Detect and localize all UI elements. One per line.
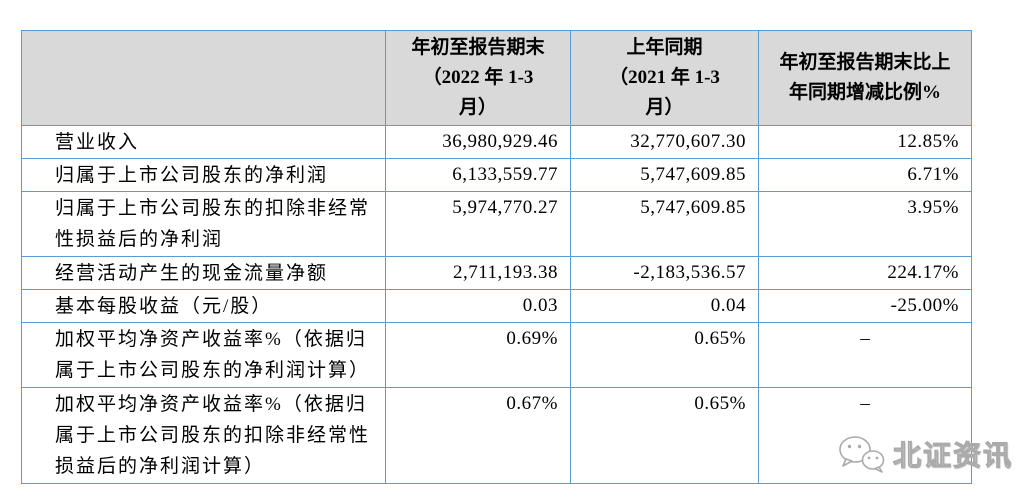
row-prior-value: 32,770,607.30 — [570, 125, 759, 159]
row-current-value: 0.67% — [385, 387, 571, 484]
row-change-value: 224.17% — [758, 256, 972, 290]
row-change-value: -25.00% — [758, 289, 972, 323]
row-prior-value: 0.65% — [570, 387, 759, 484]
header-change: 年初至报告期末比上 年同期增减比例% — [758, 30, 972, 126]
row-prior-value: 5,747,609.85 — [570, 158, 759, 192]
row-current-value: 2,711,193.38 — [385, 256, 571, 290]
row-prior-value: 0.04 — [570, 289, 759, 323]
row-change-value: 12.85% — [758, 125, 972, 159]
row-label: 归属于上市公司股东的净利润 — [21, 158, 386, 192]
header-prior-period: 上年同期 （2021 年 1-3 月） — [570, 30, 759, 126]
table-row: 归属于上市公司股东的扣除非经常性损益后的净利润 5,974,770.27 5,7… — [21, 191, 972, 257]
row-change-value: 6.71% — [758, 158, 972, 192]
table-row: 基本每股收益（元/股） 0.03 0.04 -25.00% — [21, 289, 972, 323]
table-row: 经营活动产生的现金流量净额 2,711,193.38 -2,183,536.57… — [21, 256, 972, 290]
row-label: 归属于上市公司股东的扣除非经常性损益后的净利润 — [21, 191, 386, 257]
financial-summary-table: 年初至报告期末 （2022 年 1-3 月） 上年同期 （2021 年 1-3 … — [21, 30, 972, 484]
row-current-value: 5,974,770.27 — [385, 191, 571, 257]
row-current-value: 36,980,929.46 — [385, 125, 571, 159]
row-change-value: – — [758, 387, 972, 484]
row-prior-value: 5,747,609.85 — [570, 191, 759, 257]
row-label: 营业收入 — [21, 125, 386, 159]
row-current-value: 0.03 — [385, 289, 571, 323]
table-row: 归属于上市公司股东的净利润 6,133,559.77 5,747,609.85 … — [21, 158, 972, 192]
table-row: 加权平均净资产收益率%（依据归属于上市公司股东的净利润计算） 0.69% 0.6… — [21, 322, 972, 388]
row-current-value: 6,133,559.77 — [385, 158, 571, 192]
row-current-value: 0.69% — [385, 322, 571, 388]
header-current-period: 年初至报告期末 （2022 年 1-3 月） — [385, 30, 571, 126]
row-label: 加权平均净资产收益率%（依据归属于上市公司股东的扣除非经常性损益后的净利润计算） — [21, 387, 386, 484]
header-row: 年初至报告期末 （2022 年 1-3 月） 上年同期 （2021 年 1-3 … — [21, 30, 972, 126]
row-label: 基本每股收益（元/股） — [21, 289, 386, 323]
row-prior-value: 0.65% — [570, 322, 759, 388]
row-label: 经营活动产生的现金流量净额 — [21, 256, 386, 290]
header-metric — [21, 30, 386, 126]
row-prior-value: -2,183,536.57 — [570, 256, 759, 290]
table-row: 营业收入 36,980,929.46 32,770,607.30 12.85% — [21, 125, 972, 159]
row-label: 加权平均净资产收益率%（依据归属于上市公司股东的净利润计算） — [21, 322, 386, 388]
row-change-value: 3.95% — [758, 191, 972, 257]
row-change-value: – — [758, 322, 972, 388]
table-row: 加权平均净资产收益率%（依据归属于上市公司股东的扣除非经常性损益后的净利润计算）… — [21, 387, 972, 484]
